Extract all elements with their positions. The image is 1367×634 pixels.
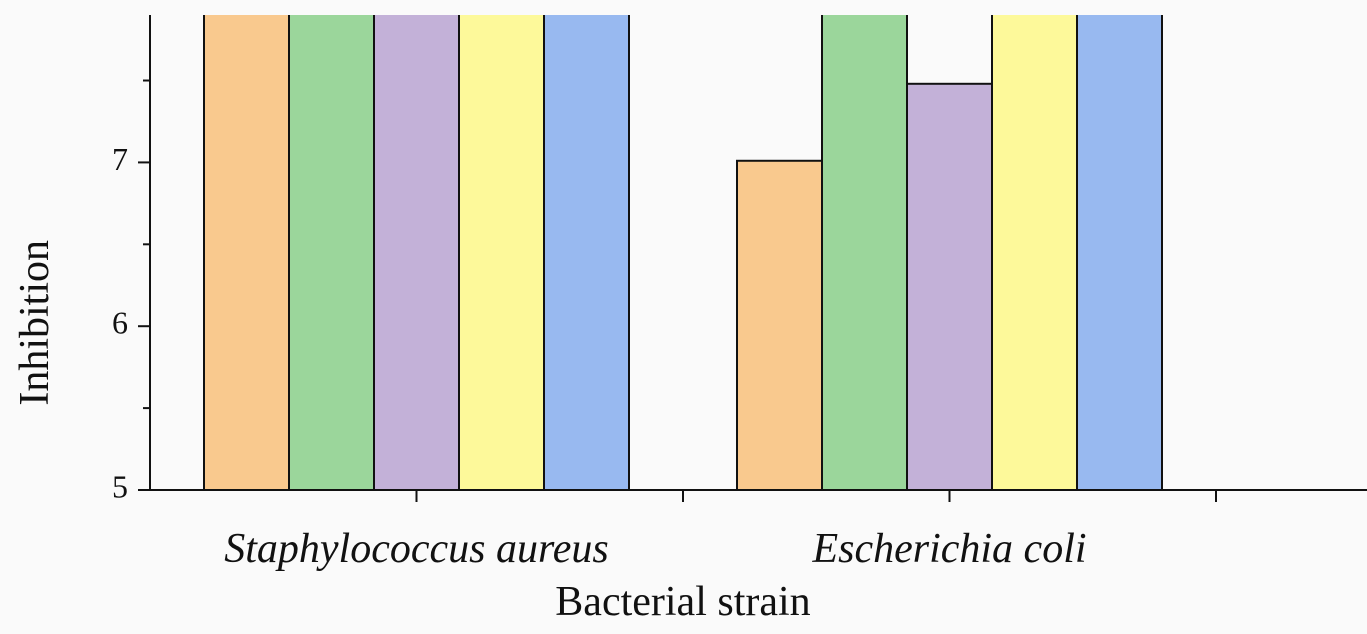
bar: [288, 15, 375, 490]
y-tick-label: 5: [112, 468, 128, 504]
bar: [203, 15, 290, 490]
y-axis-title: Inhibition: [12, 240, 58, 406]
bar: [458, 15, 545, 490]
y-tick-label: 6: [112, 305, 128, 341]
bars: [203, 15, 1163, 490]
bar: [821, 15, 908, 490]
bar: [736, 159, 823, 490]
x-tick-label: Escherichia coli: [811, 526, 1086, 572]
bar: [543, 15, 630, 490]
bar: [1076, 15, 1163, 490]
x-axis-title: Bacterial strain: [555, 579, 810, 625]
bar: [373, 15, 460, 490]
x-tick-label: Staphylococcus aureus: [224, 526, 609, 572]
bar: [991, 15, 1078, 490]
y-tick-label: 7: [112, 141, 128, 177]
bar: [906, 82, 993, 490]
